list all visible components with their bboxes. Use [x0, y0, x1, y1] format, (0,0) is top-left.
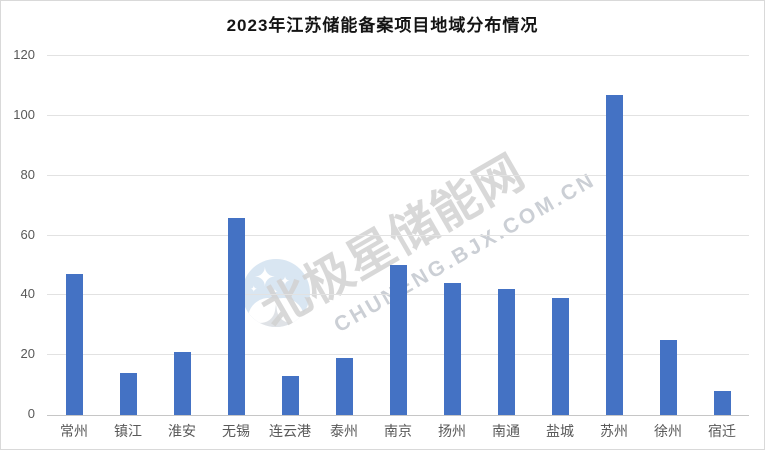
- bar-徐州: [659, 340, 677, 415]
- bar-泰州: [335, 358, 353, 415]
- gridline: [47, 114, 749, 116]
- x-axis-label: 扬州: [438, 423, 466, 439]
- x-axis-label: 泰州: [330, 423, 358, 439]
- bar-slot: [479, 56, 533, 415]
- x-axis-label: 南京: [384, 423, 412, 439]
- x-axis-label: 盐城: [546, 423, 574, 439]
- bar-无锡: [227, 217, 245, 415]
- bar-slot: [587, 56, 641, 415]
- x-axis-label: 镇江: [114, 423, 142, 439]
- bar-slot: [317, 56, 371, 415]
- bar-slot: [263, 56, 317, 415]
- bar-slot: [641, 56, 695, 415]
- x-axis-label: 徐州: [654, 423, 682, 439]
- y-axis-tick-label: 0: [27, 406, 35, 421]
- bar-slot: [101, 56, 155, 415]
- bar-淮安: [173, 352, 191, 415]
- bar-slot: [209, 56, 263, 415]
- bar-slot: [695, 56, 749, 415]
- bar-常州: [65, 274, 83, 415]
- bar-镇江: [119, 373, 137, 415]
- chart-title: 2023年江苏储能备案项目地域分布情况: [226, 16, 539, 35]
- bar-盐城: [551, 298, 569, 415]
- bar-南通: [497, 289, 515, 415]
- bar-slot: [155, 56, 209, 415]
- x-axis-label: 连云港: [269, 423, 311, 439]
- x-axis: 常州 镇江 淮安 无锡 连云港 泰州 南京 扬州 南通 盐城 苏州 徐州 宿迁: [47, 421, 749, 441]
- bar-slot: [533, 56, 587, 415]
- bar-slot: [47, 56, 101, 415]
- bar-扬州: [443, 283, 461, 415]
- gridline: [47, 234, 749, 236]
- x-axis-label: 苏州: [600, 423, 628, 439]
- y-axis-tick-label: 60: [20, 226, 35, 242]
- y-axis-tick-label: 80: [20, 166, 35, 182]
- x-axis-label: 南通: [492, 423, 520, 439]
- bar-slot: [425, 56, 479, 415]
- bar-slot: [371, 56, 425, 415]
- x-axis-label: 淮安: [168, 423, 196, 439]
- x-axis-label: 宿迁: [708, 423, 736, 439]
- bar-南京: [389, 265, 407, 415]
- bar-连云港: [281, 376, 299, 415]
- y-axis-tick-label: 120: [13, 47, 35, 62]
- y-axis: 0 20 40 60 80 100 120: [1, 48, 39, 421]
- bar-苏州: [605, 94, 623, 415]
- gridline: [47, 174, 749, 176]
- x-axis-label: 无锡: [222, 423, 250, 439]
- plot-area: [47, 55, 749, 416]
- bar-series: [47, 56, 749, 415]
- gridline: [47, 55, 749, 56]
- x-axis-label: 常州: [60, 423, 88, 439]
- y-axis-tick-label: 20: [20, 346, 35, 362]
- y-axis-tick-label: 40: [20, 286, 35, 302]
- y-axis-tick-label: 100: [13, 106, 35, 122]
- bar-宿迁: [713, 391, 731, 415]
